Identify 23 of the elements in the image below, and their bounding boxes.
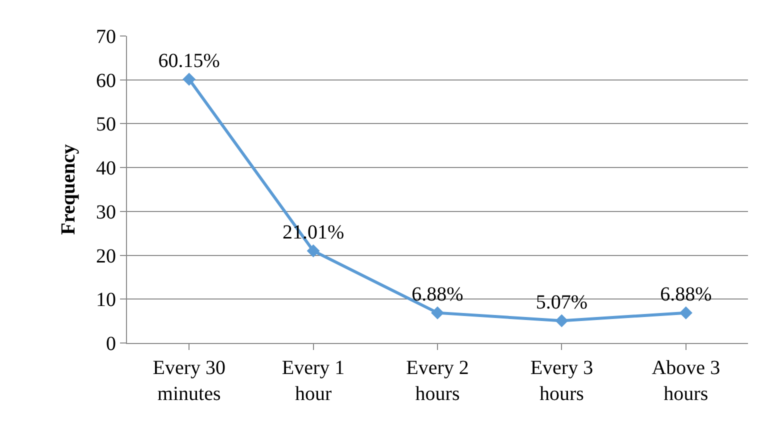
y-tick-label: 60 [96,70,116,92]
data-label: 5.07% [536,292,588,314]
point [679,306,692,320]
x-tick-label: Every 1 hour [282,357,345,405]
y-tick-label: 0 [106,333,116,355]
data-label: 60.15% [158,50,220,72]
y-tick-label: 30 [96,201,116,224]
point [306,244,320,258]
x-tick-label: Every 30 minutes [152,357,226,405]
point [431,306,444,320]
data-label: 6.88% [660,284,712,306]
y-tick-label: 20 [96,245,116,268]
y-axis-title: Frequency [58,144,80,235]
point [555,314,568,328]
x-tick-label: Every 2 hours [406,357,469,405]
y-tick-label: 70 [96,26,116,48]
y-tick-label: 40 [96,158,116,180]
x-tick-label: Above 3 hours [652,357,720,405]
data-label: 6.88% [412,284,464,306]
y-tick-label: 10 [96,289,116,312]
y-tick-label: 50 [96,114,116,136]
x-tick-label: Every 3 hours [530,357,594,405]
point [182,72,196,86]
